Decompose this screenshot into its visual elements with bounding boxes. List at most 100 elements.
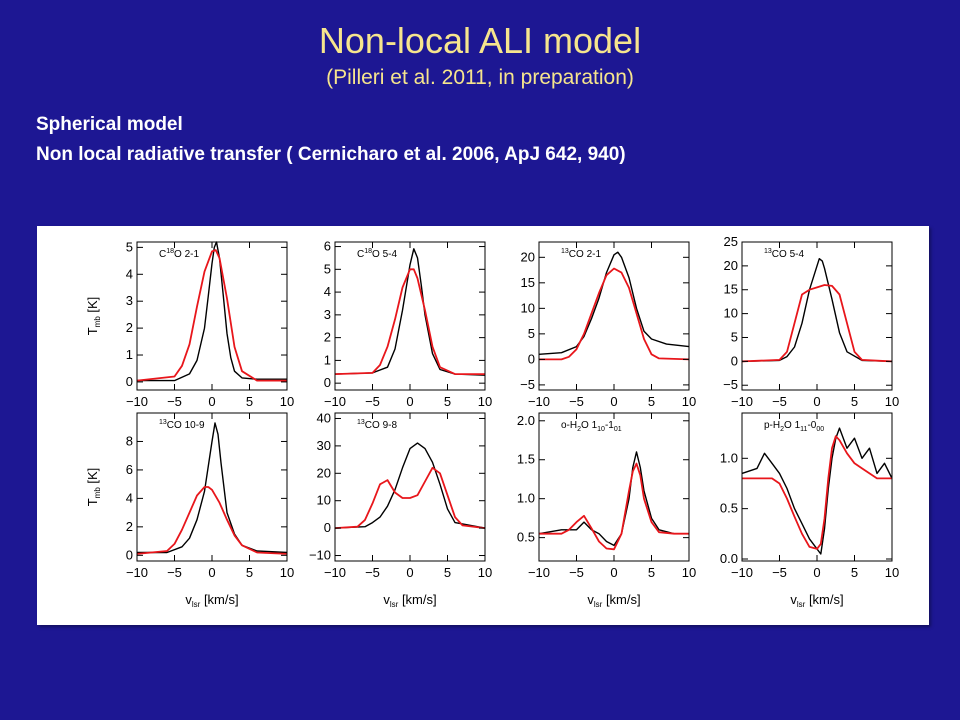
panel-7-model-line <box>539 462 689 551</box>
panel-4-ytick-label: 20 <box>724 258 738 273</box>
panel-4-ytick-label: 10 <box>724 306 738 321</box>
panel-2-ytick-label: 1 <box>324 352 331 367</box>
panel-5-observed-line <box>137 422 288 554</box>
panel-8-ytick-label: 0.5 <box>720 501 738 516</box>
panel-label-7: o-H2O 110-101 <box>561 420 622 433</box>
panel-6-ytick-label: 20 <box>317 465 331 480</box>
panel-3-xtick-label: 5 <box>648 394 655 409</box>
panel-8-xtick-label: −5 <box>772 565 787 580</box>
panel-8-xtick-label: −10 <box>731 565 753 580</box>
panel-3-ytick-label: 15 <box>521 275 535 290</box>
panel-6-xtick-label: 10 <box>478 565 492 580</box>
panel-2-xtick-label: 0 <box>406 394 413 409</box>
panel-1-ytick-label: 0 <box>126 374 133 389</box>
panel-1-ytick-label: 2 <box>126 320 133 335</box>
panel-2-xtick-label: 5 <box>444 394 451 409</box>
panel-6-ytick-label: 0 <box>324 520 331 535</box>
panel-label-3: 13CO 2-1 <box>561 248 601 260</box>
panel-2-xtick-label: 10 <box>478 394 492 409</box>
panel-6-frame <box>334 412 486 562</box>
panel-3-ytick-label: −5 <box>520 377 535 392</box>
panel-5-xtick-label: −10 <box>126 565 148 580</box>
spectra-figure: −10 −5 0 5 10 0 1 2 3 4 5 C18O 2-1 −10 −5 0 5 10 0 1 2 3 4 5 6 C… <box>85 234 899 609</box>
panel-5-ytick-label: 8 <box>126 433 133 448</box>
panel-8-observed-line <box>741 427 893 555</box>
panel-label-2: C18O 5-4 <box>357 248 397 260</box>
panel-5-model-line <box>136 486 288 555</box>
panel-3-xtick-label: −5 <box>569 394 584 409</box>
panel-6-ytick-label: 10 <box>317 493 331 508</box>
panel-8-frame <box>741 412 893 562</box>
panel-1-ytick-label: 1 <box>126 347 133 362</box>
panel-3-observed-line <box>538 251 690 355</box>
x-axis-title-2: vlsr [km/s] <box>383 592 436 609</box>
panel-3-frame <box>538 241 690 391</box>
y-axis-title-top: Tmb [K] <box>85 297 102 336</box>
panel-5-xtick-label: 10 <box>280 565 294 580</box>
panel-7-xtick-label: −5 <box>569 565 584 580</box>
panel-1-xtick-label: −10 <box>126 394 148 409</box>
panel-8-model-line <box>742 435 892 550</box>
panel-6-observed-line <box>334 442 486 529</box>
page-subtitle: (Pilleri et al. 2011, in preparation) <box>326 66 634 89</box>
panel-3-ytick-label: 0 <box>528 351 535 366</box>
panel-2-ytick-label: 4 <box>324 284 331 299</box>
panel-label-4: 13CO 5-4 <box>764 248 804 260</box>
panel-4-ytick-label: 25 <box>724 234 738 249</box>
panel-1-xtick-label: 10 <box>280 394 294 409</box>
panel-4-observed-line <box>741 258 893 363</box>
y-axis-title-bottom: Tmb [K] <box>85 468 102 507</box>
panel-5-frame <box>136 412 288 562</box>
panel-8-xtick-label: 10 <box>885 565 899 580</box>
panel-1-xtick-label: −5 <box>167 394 182 409</box>
panel-8-ytick-label: 1.0 <box>720 450 738 465</box>
panel-5-xtick-label: 5 <box>246 565 253 580</box>
panel-label-6: 13CO 9-8 <box>357 419 397 431</box>
panel-6-xtick-label: −5 <box>365 565 380 580</box>
panel-4-xtick-label: 10 <box>885 394 899 409</box>
panel-6-xtick-label: −10 <box>324 565 346 580</box>
panel-4-xtick-label: −5 <box>772 394 787 409</box>
description-line-1: Spherical model <box>36 114 183 135</box>
panel-6-ytick-label: 40 <box>317 410 331 425</box>
panel-7-xtick-label: 5 <box>648 565 655 580</box>
panel-1-ytick-label: 5 <box>126 239 133 254</box>
panel-7-xtick-label: −10 <box>528 565 550 580</box>
panel-4-xtick-label: 5 <box>851 394 858 409</box>
panel-4-ytick-label: 0 <box>731 353 738 368</box>
x-axis-title-3: vlsr [km/s] <box>587 592 640 609</box>
panel-1-ytick-label: 3 <box>126 293 133 308</box>
panel-7-ytick-label: 2.0 <box>517 413 535 428</box>
panel-2-ytick-label: 5 <box>324 261 331 276</box>
panel-4-xtick-label: 0 <box>813 394 820 409</box>
figure-panel: −10 −5 0 5 10 0 1 2 3 4 5 C18O 2-1 −10 −5 0 5 10 0 1 2 3 4 5 6 C… <box>37 226 929 625</box>
panel-6-ytick-label: 30 <box>317 438 331 453</box>
panel-6-ytick-label: −10 <box>309 548 331 563</box>
panel-1-xtick-label: 0 <box>208 394 215 409</box>
panel-1-xtick-label: 5 <box>246 394 253 409</box>
page-title: Non-local ALI model <box>318 20 642 61</box>
panel-7-frame <box>538 412 690 562</box>
panel-2-xtick-label: −10 <box>324 394 346 409</box>
panel-5-ytick-label: 6 <box>126 462 133 477</box>
panel-1-model-line <box>136 249 287 382</box>
x-axis-title-4: vlsr [km/s] <box>790 592 843 609</box>
panel-3-xtick-label: −10 <box>528 394 550 409</box>
panel-label-5: 13CO 10-9 <box>159 419 205 431</box>
panel-3-xtick-label: 0 <box>610 394 617 409</box>
panel-8-xtick-label: 0 <box>813 565 820 580</box>
panel-4-model-line <box>741 284 893 363</box>
panel-3-model-line <box>539 267 690 361</box>
panel-label-8: p-H2O 111-000 <box>764 420 824 433</box>
panel-2-ytick-label: 0 <box>324 375 331 390</box>
panel-1-observed-line <box>137 241 287 382</box>
panel-7-xtick-label: 10 <box>682 565 696 580</box>
panel-7-ytick-label: 1.5 <box>517 452 535 467</box>
panel-7-observed-line <box>538 451 689 547</box>
panel-3-ytick-label: 20 <box>521 249 535 264</box>
panel-8-xtick-label: 5 <box>851 565 858 580</box>
panel-7-ytick-label: 0.5 <box>517 530 535 545</box>
panel-3-xtick-label: 10 <box>682 394 696 409</box>
panel-5-ytick-label: 4 <box>126 490 133 505</box>
panel-label-1: C18O 2-1 <box>159 248 199 260</box>
